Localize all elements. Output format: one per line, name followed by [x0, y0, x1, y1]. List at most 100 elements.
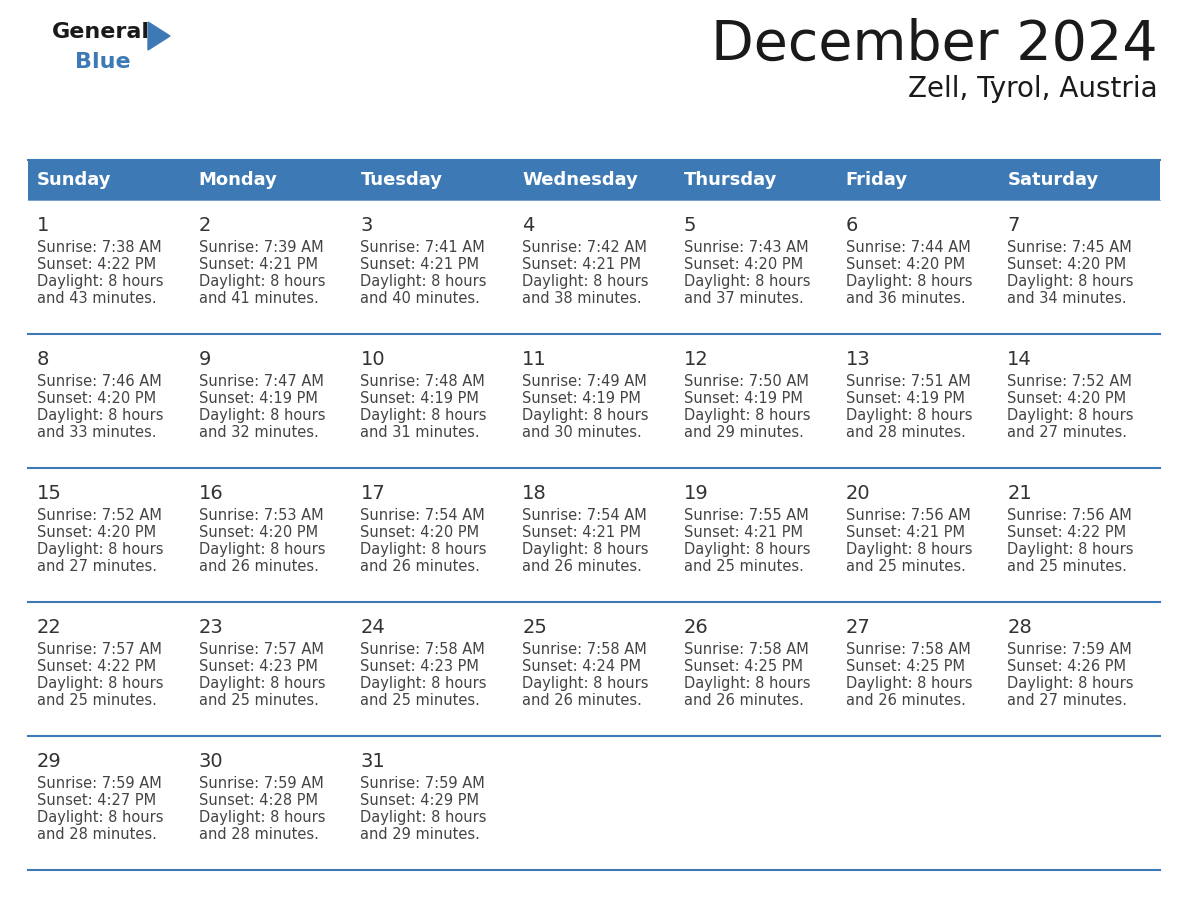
Text: and 26 minutes.: and 26 minutes.: [523, 693, 642, 708]
Text: Sunrise: 7:52 AM: Sunrise: 7:52 AM: [37, 508, 162, 523]
Text: and 43 minutes.: and 43 minutes.: [37, 291, 157, 306]
Text: Sunday: Sunday: [37, 171, 112, 189]
Text: Daylight: 8 hours: Daylight: 8 hours: [523, 408, 649, 423]
Text: Daylight: 8 hours: Daylight: 8 hours: [37, 274, 164, 289]
Text: Sunset: 4:23 PM: Sunset: 4:23 PM: [360, 659, 479, 674]
Text: Sunrise: 7:53 AM: Sunrise: 7:53 AM: [198, 508, 323, 523]
Text: Daylight: 8 hours: Daylight: 8 hours: [1007, 408, 1133, 423]
Bar: [998, 160, 1159, 200]
Text: Saturday: Saturday: [1007, 171, 1099, 189]
Text: Daylight: 8 hours: Daylight: 8 hours: [523, 676, 649, 691]
Text: Sunrise: 7:50 AM: Sunrise: 7:50 AM: [684, 374, 809, 389]
Text: Sunset: 4:21 PM: Sunset: 4:21 PM: [846, 525, 965, 540]
Text: Wednesday: Wednesday: [523, 171, 638, 189]
Text: Sunset: 4:21 PM: Sunset: 4:21 PM: [360, 257, 480, 272]
Text: 19: 19: [684, 484, 708, 503]
Text: Daylight: 8 hours: Daylight: 8 hours: [198, 810, 326, 825]
Text: Daylight: 8 hours: Daylight: 8 hours: [684, 274, 810, 289]
Text: Daylight: 8 hours: Daylight: 8 hours: [846, 408, 972, 423]
Text: Sunrise: 7:41 AM: Sunrise: 7:41 AM: [360, 240, 485, 255]
Bar: [675, 200, 836, 334]
Bar: [836, 602, 998, 736]
Text: Sunrise: 7:59 AM: Sunrise: 7:59 AM: [37, 776, 162, 791]
Bar: [352, 160, 513, 200]
Text: Sunset: 4:21 PM: Sunset: 4:21 PM: [523, 257, 642, 272]
Text: Blue: Blue: [75, 52, 131, 72]
Bar: [29, 160, 190, 200]
Text: Sunrise: 7:44 AM: Sunrise: 7:44 AM: [846, 240, 971, 255]
Text: and 29 minutes.: and 29 minutes.: [684, 425, 804, 440]
Text: and 41 minutes.: and 41 minutes.: [198, 291, 318, 306]
Text: 10: 10: [360, 350, 385, 369]
Bar: [190, 160, 352, 200]
Text: December 2024: December 2024: [712, 18, 1158, 72]
Text: 12: 12: [684, 350, 708, 369]
Bar: [29, 468, 190, 602]
Text: Daylight: 8 hours: Daylight: 8 hours: [37, 810, 164, 825]
Bar: [513, 334, 675, 468]
Text: and 25 minutes.: and 25 minutes.: [846, 559, 966, 574]
Text: 14: 14: [1007, 350, 1032, 369]
Bar: [29, 334, 190, 468]
Text: 18: 18: [523, 484, 546, 503]
Text: Sunrise: 7:51 AM: Sunrise: 7:51 AM: [846, 374, 971, 389]
Bar: [836, 160, 998, 200]
Text: and 28 minutes.: and 28 minutes.: [846, 425, 966, 440]
Text: 27: 27: [846, 618, 871, 637]
Text: Sunset: 4:20 PM: Sunset: 4:20 PM: [1007, 257, 1126, 272]
Text: 4: 4: [523, 216, 535, 235]
Bar: [836, 334, 998, 468]
Bar: [675, 160, 836, 200]
Text: Sunrise: 7:48 AM: Sunrise: 7:48 AM: [360, 374, 485, 389]
Bar: [675, 602, 836, 736]
Text: Sunset: 4:20 PM: Sunset: 4:20 PM: [360, 525, 480, 540]
Text: Sunset: 4:22 PM: Sunset: 4:22 PM: [37, 659, 156, 674]
Bar: [513, 468, 675, 602]
Text: 30: 30: [198, 752, 223, 771]
Bar: [998, 200, 1159, 334]
Text: 22: 22: [37, 618, 62, 637]
Text: and 26 minutes.: and 26 minutes.: [360, 559, 480, 574]
Text: and 40 minutes.: and 40 minutes.: [360, 291, 480, 306]
Text: Sunrise: 7:49 AM: Sunrise: 7:49 AM: [523, 374, 647, 389]
Text: Sunset: 4:19 PM: Sunset: 4:19 PM: [198, 391, 317, 406]
Text: 16: 16: [198, 484, 223, 503]
Text: Daylight: 8 hours: Daylight: 8 hours: [1007, 274, 1133, 289]
Text: Sunrise: 7:54 AM: Sunrise: 7:54 AM: [523, 508, 647, 523]
Text: Sunrise: 7:57 AM: Sunrise: 7:57 AM: [198, 642, 323, 657]
Text: Daylight: 8 hours: Daylight: 8 hours: [360, 810, 487, 825]
Text: Sunrise: 7:58 AM: Sunrise: 7:58 AM: [846, 642, 971, 657]
Text: Zell, Tyrol, Austria: Zell, Tyrol, Austria: [909, 75, 1158, 103]
Text: 21: 21: [1007, 484, 1032, 503]
Bar: [29, 602, 190, 736]
Text: Sunset: 4:19 PM: Sunset: 4:19 PM: [360, 391, 479, 406]
Text: Daylight: 8 hours: Daylight: 8 hours: [1007, 676, 1133, 691]
Text: Daylight: 8 hours: Daylight: 8 hours: [37, 542, 164, 557]
Text: Daylight: 8 hours: Daylight: 8 hours: [37, 408, 164, 423]
Text: 5: 5: [684, 216, 696, 235]
Text: Daylight: 8 hours: Daylight: 8 hours: [198, 408, 326, 423]
Text: and 37 minutes.: and 37 minutes.: [684, 291, 803, 306]
Text: and 27 minutes.: and 27 minutes.: [37, 559, 157, 574]
Text: Sunset: 4:20 PM: Sunset: 4:20 PM: [37, 391, 156, 406]
Text: and 26 minutes.: and 26 minutes.: [523, 559, 642, 574]
Text: 25: 25: [523, 618, 546, 637]
Text: Friday: Friday: [846, 171, 908, 189]
Text: Daylight: 8 hours: Daylight: 8 hours: [360, 408, 487, 423]
Bar: [190, 468, 352, 602]
Text: Daylight: 8 hours: Daylight: 8 hours: [846, 274, 972, 289]
Text: Daylight: 8 hours: Daylight: 8 hours: [523, 542, 649, 557]
Text: Sunrise: 7:59 AM: Sunrise: 7:59 AM: [360, 776, 485, 791]
Text: Sunset: 4:22 PM: Sunset: 4:22 PM: [37, 257, 156, 272]
Text: General: General: [52, 22, 150, 42]
Text: and 27 minutes.: and 27 minutes.: [1007, 693, 1127, 708]
Text: Daylight: 8 hours: Daylight: 8 hours: [684, 676, 810, 691]
Text: Sunrise: 7:55 AM: Sunrise: 7:55 AM: [684, 508, 809, 523]
Bar: [190, 200, 352, 334]
Text: Daylight: 8 hours: Daylight: 8 hours: [523, 274, 649, 289]
Text: Daylight: 8 hours: Daylight: 8 hours: [37, 676, 164, 691]
Bar: [513, 602, 675, 736]
Text: and 36 minutes.: and 36 minutes.: [846, 291, 965, 306]
Text: Sunrise: 7:38 AM: Sunrise: 7:38 AM: [37, 240, 162, 255]
Text: and 28 minutes.: and 28 minutes.: [198, 827, 318, 842]
